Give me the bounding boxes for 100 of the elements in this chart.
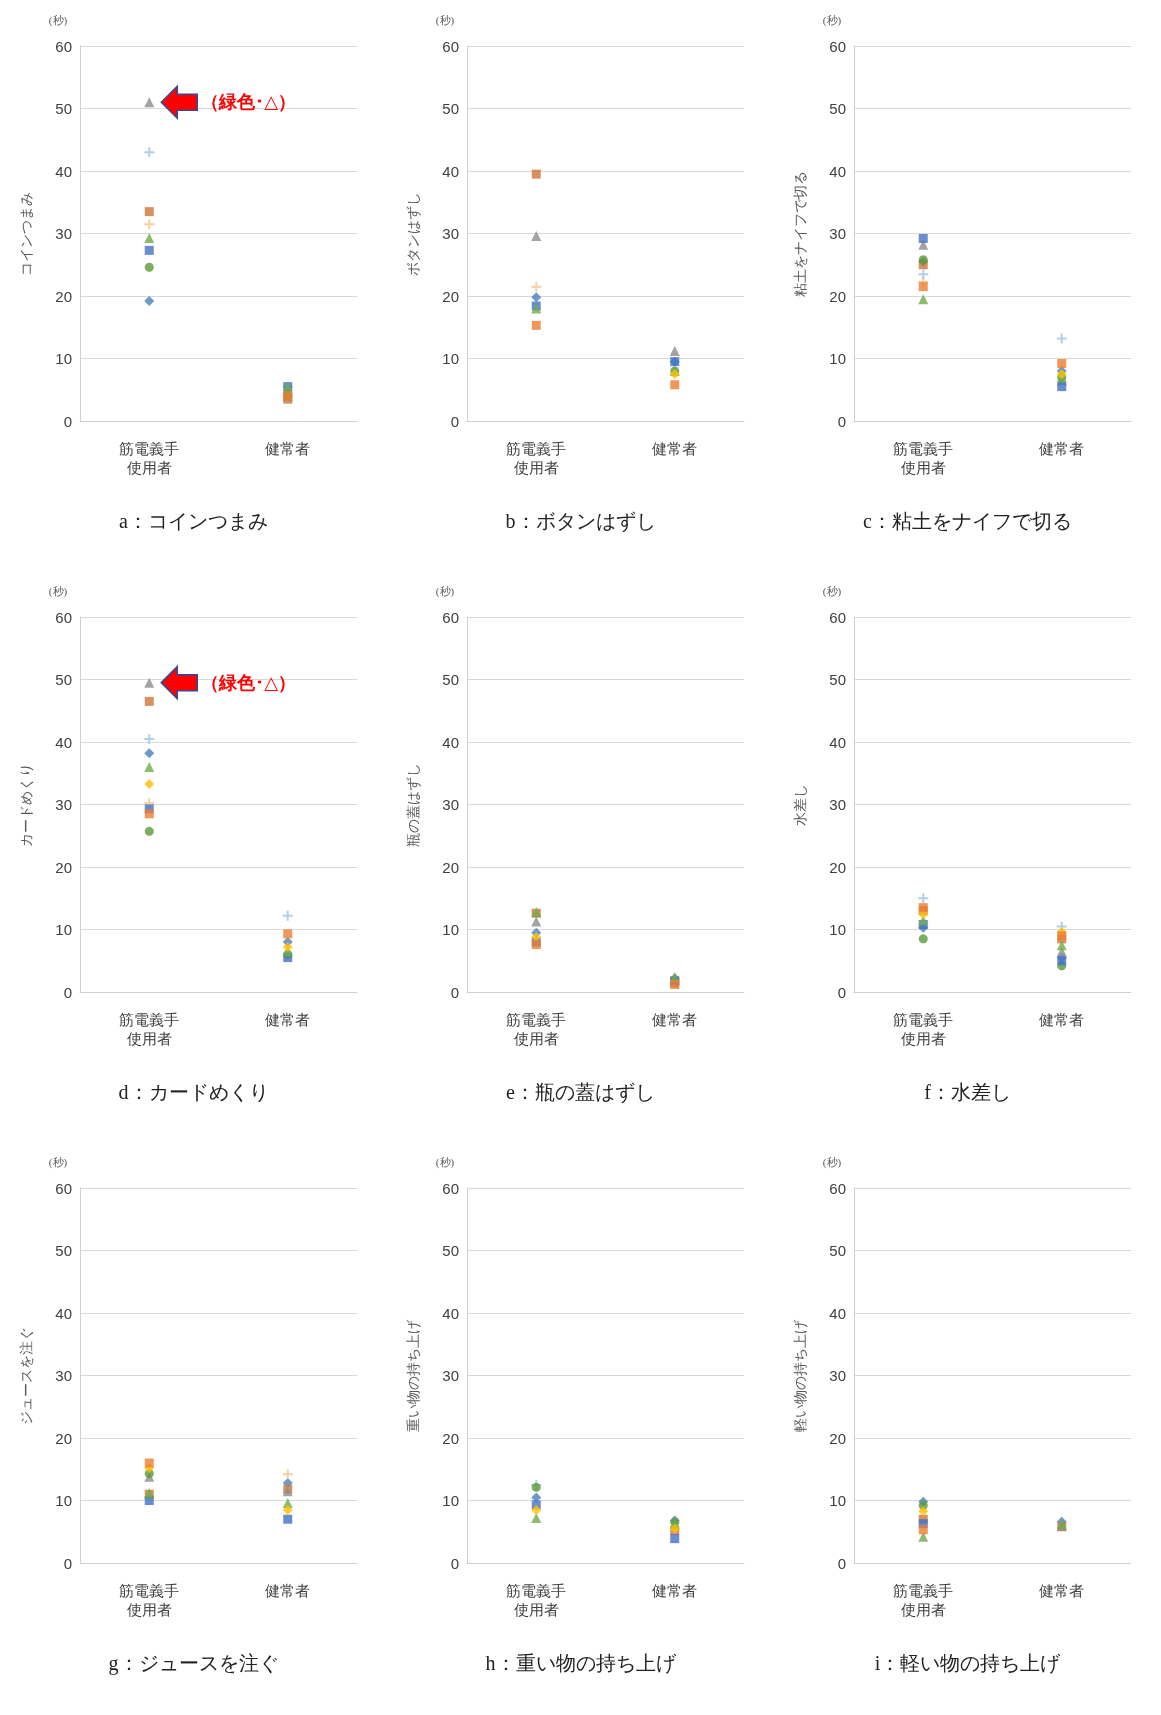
annotation: （緑色･△）: [201, 92, 297, 113]
y-tick-label: 50: [55, 671, 72, 688]
y-tick-label: 60: [55, 37, 72, 55]
y-tick-label: 40: [55, 162, 72, 180]
text: c：粘土をナイフで切る: [863, 510, 1072, 532]
y-tick-label: 0: [450, 1554, 459, 1572]
x-tick-label: 筋電義手使用者: [119, 1011, 180, 1047]
y-tick-label: 60: [829, 608, 846, 626]
y-tick-label: 40: [829, 162, 846, 180]
y-tick-label: 10: [442, 1492, 459, 1509]
y-tick-label: 60: [55, 1179, 72, 1197]
x-tick-label: 健常者: [1039, 1011, 1085, 1028]
x-tick-label: 健常者: [652, 1011, 698, 1028]
y-axis-title: カードめくり: [18, 762, 34, 847]
y-tick-label: 30: [55, 796, 72, 813]
y-tick-label: 50: [829, 671, 846, 688]
x-tick-label: 健常者: [265, 440, 311, 457]
y-tick-label: 10: [55, 921, 72, 938]
y-tick-label: 20: [442, 287, 459, 305]
y-axis-title: 軽い物の持ち上げ: [792, 1318, 808, 1432]
x-tick-label: 筋電義手使用者: [119, 1582, 180, 1618]
x-tick-label: 健常者: [265, 1011, 311, 1028]
y-axis-title: コインつまみ: [18, 191, 34, 276]
y-axis-title: 瓶の蓋はずし: [405, 762, 421, 847]
y-tick-label: 0: [450, 412, 459, 430]
text: (秒): [48, 584, 68, 598]
text: h：重い物の持ち上げ: [485, 1652, 677, 1674]
y-tick-label: 60: [55, 608, 72, 626]
y-tick-label: 10: [829, 921, 846, 938]
y-tick-label: 0: [450, 983, 459, 1001]
text: (秒): [48, 13, 68, 27]
x-tick-label: 健常者: [1039, 440, 1085, 457]
y-tick-label: 20: [55, 858, 72, 876]
y-tick-label: 0: [63, 412, 72, 430]
text: (秒): [435, 1155, 455, 1169]
y-tick-label: 60: [442, 1179, 459, 1197]
x-tick-label: 筋電義手使用者: [893, 1011, 954, 1047]
y-tick-label: 0: [837, 412, 846, 430]
x-tick-label: 筋電義手使用者: [893, 1582, 954, 1618]
y-tick-label: 60: [442, 37, 459, 55]
text: (秒): [822, 13, 842, 27]
x-tick-label: 健常者: [652, 440, 698, 457]
y-tick-label: 40: [829, 733, 846, 751]
y-tick-label: 10: [55, 1492, 72, 1509]
x-tick-label: 筋電義手使用者: [506, 1582, 567, 1618]
x-tick-label: 筋電義手使用者: [893, 440, 954, 476]
y-tick-label: 30: [829, 796, 846, 813]
x-tick-label: 健常者: [265, 1582, 311, 1599]
y-tick-label: 30: [55, 225, 72, 242]
y-tick-label: 40: [55, 1304, 72, 1322]
text: f：水差し: [924, 1081, 1011, 1103]
y-tick-label: 40: [442, 162, 459, 180]
y-tick-label: 60: [442, 608, 459, 626]
y-tick-label: 50: [442, 100, 459, 117]
y-axis-title: ボタンはずし: [405, 191, 421, 276]
y-tick-label: 30: [55, 1367, 72, 1384]
y-tick-label: 20: [442, 858, 459, 876]
y-tick-label: 0: [63, 1554, 72, 1572]
y-axis-title: ジュースを注ぐ: [18, 1326, 34, 1425]
y-tick-label: 10: [442, 350, 459, 367]
y-tick-label: 50: [442, 671, 459, 688]
text: a：コインつまみ: [119, 510, 268, 532]
annotation: （緑色･△）: [201, 672, 297, 693]
y-tick-label: 50: [442, 1242, 459, 1259]
y-tick-label: 40: [442, 733, 459, 751]
y-tick-label: 0: [63, 983, 72, 1001]
x-tick-label: 筋電義手使用者: [506, 1011, 567, 1047]
y-axis-title: 水差し: [792, 783, 808, 826]
y-tick-label: 50: [55, 100, 72, 117]
text: i：軽い物の持ち上げ: [874, 1652, 1062, 1674]
text: g：ジュースを注ぐ: [108, 1652, 279, 1675]
text: (秒): [48, 1155, 68, 1169]
y-tick-label: 20: [55, 287, 72, 305]
y-tick-label: 60: [829, 37, 846, 55]
x-tick-label: 健常者: [652, 1582, 698, 1599]
text: (秒): [822, 584, 842, 598]
y-tick-label: 20: [829, 1429, 846, 1447]
y-tick-label: 10: [442, 921, 459, 938]
y-tick-label: 20: [829, 858, 846, 876]
y-tick-label: 30: [442, 1367, 459, 1384]
x-tick-label: 筋電義手使用者: [506, 440, 567, 476]
y-tick-label: 20: [55, 1429, 72, 1447]
x-tick-label: 健常者: [1039, 1582, 1085, 1599]
y-tick-label: 30: [442, 796, 459, 813]
y-tick-label: 50: [829, 1242, 846, 1259]
text: b：ボタンはずし: [505, 510, 656, 533]
y-tick-label: 10: [829, 350, 846, 367]
y-tick-label: 10: [55, 350, 72, 367]
y-tick-label: 10: [829, 1492, 846, 1509]
y-tick-label: 50: [829, 100, 846, 117]
y-tick-label: 30: [829, 225, 846, 242]
y-tick-label: 0: [837, 1554, 846, 1572]
x-tick-label: 筋電義手使用者: [119, 440, 180, 476]
y-axis-title: 粘土をナイフで切る: [792, 170, 808, 297]
y-axis-title: 重い物の持ち上げ: [405, 1318, 421, 1432]
y-tick-label: 30: [442, 225, 459, 242]
y-tick-label: 40: [442, 1304, 459, 1322]
y-tick-label: 50: [55, 1242, 72, 1259]
text: e：瓶の蓋はずし: [506, 1081, 655, 1104]
y-tick-label: 30: [829, 1367, 846, 1384]
